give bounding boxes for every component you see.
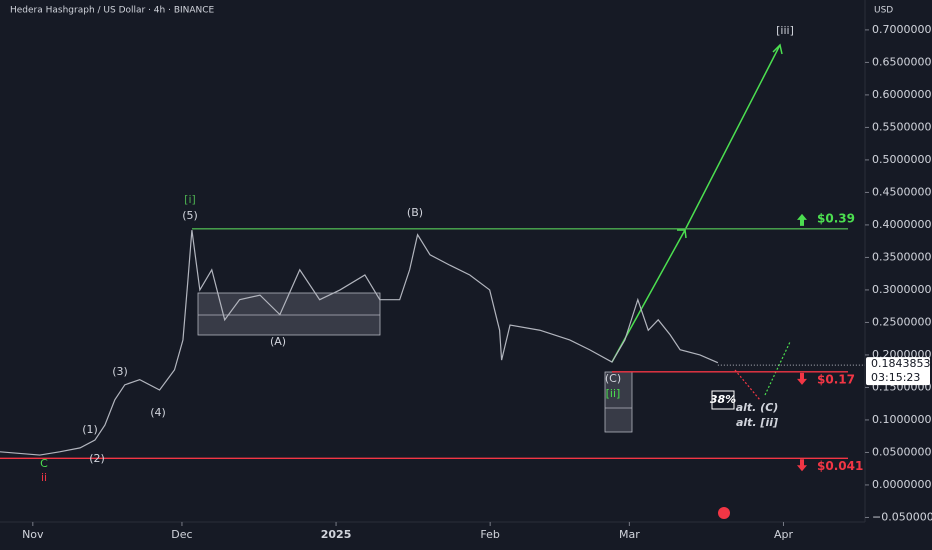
wave-label: (3) bbox=[112, 365, 128, 378]
wave-label: (A) bbox=[270, 335, 286, 348]
wave-label: (2) bbox=[89, 452, 105, 465]
y-tick-label: 0.00000000 bbox=[872, 478, 932, 491]
y-tick-label: 0.50000000 bbox=[872, 153, 932, 166]
level-label: $0.041 bbox=[817, 459, 863, 473]
level-arrow bbox=[797, 459, 807, 472]
y-tick-label: 0.10000000 bbox=[872, 413, 932, 426]
y-tick-label: 0.05000000 bbox=[872, 445, 932, 458]
y-tick-label: 0.65000000 bbox=[872, 55, 932, 68]
wave-label: (4) bbox=[150, 406, 166, 419]
x-tick-label: Apr bbox=[774, 528, 794, 541]
wave-label: ii bbox=[41, 471, 47, 484]
y-tick-label: 0.40000000 bbox=[872, 218, 932, 231]
wave-label: 38% bbox=[710, 393, 736, 406]
level-arrow bbox=[797, 372, 807, 385]
wave-label: [iii] bbox=[776, 24, 794, 37]
wave-label: [i] bbox=[184, 193, 196, 206]
countdown: 03:15:23 bbox=[871, 371, 920, 384]
wave-label: (5) bbox=[182, 209, 198, 222]
arrow-head bbox=[677, 229, 687, 239]
pct-box bbox=[711, 390, 735, 410]
event-icon[interactable] bbox=[718, 507, 730, 519]
x-tick-label: Feb bbox=[480, 528, 499, 541]
y-tick-label: 0.25000000 bbox=[872, 315, 932, 328]
price-line bbox=[0, 230, 719, 456]
level-label: $0.17 bbox=[817, 372, 855, 386]
x-tick-label: 2025 bbox=[321, 528, 352, 541]
y-tick-label: 0.35000000 bbox=[872, 250, 932, 263]
wave-label: alt. (C) bbox=[736, 401, 779, 414]
wave-label: alt. [ii] bbox=[736, 416, 778, 429]
y-tick-label: 0.45000000 bbox=[872, 185, 932, 198]
currency: USD bbox=[874, 6, 893, 16]
y-tick-label: −0.05000000 bbox=[872, 510, 932, 523]
alt-projection bbox=[734, 369, 761, 401]
wave-label: [ii] bbox=[606, 387, 621, 400]
level-arrow bbox=[797, 213, 807, 226]
y-tick-label: 0.55000000 bbox=[872, 120, 932, 133]
target-box bbox=[604, 371, 633, 433]
x-tick-label: Mar bbox=[619, 528, 640, 541]
wave-label: C bbox=[40, 457, 48, 470]
wave-label: (1) bbox=[82, 423, 98, 436]
range-box bbox=[197, 292, 381, 336]
level-label: $0.39 bbox=[817, 211, 855, 225]
y-tick-label: 0.30000000 bbox=[872, 283, 932, 296]
x-tick-label: Dec bbox=[171, 528, 192, 541]
y-tick-label: 0.60000000 bbox=[872, 88, 932, 101]
x-tick-label: Nov bbox=[22, 528, 44, 541]
wave-label: (C) bbox=[605, 372, 621, 385]
price-tag bbox=[866, 357, 930, 386]
chart-title: Hedera Hashgraph / US Dollar · 4h · BINA… bbox=[10, 6, 215, 16]
alt-projection bbox=[764, 341, 791, 396]
wave-label: (B) bbox=[407, 206, 423, 219]
y-tick-label: 0.70000000 bbox=[872, 23, 932, 36]
price-tag-label: 0.18438534 bbox=[871, 357, 932, 370]
arrow-head bbox=[772, 43, 783, 55]
